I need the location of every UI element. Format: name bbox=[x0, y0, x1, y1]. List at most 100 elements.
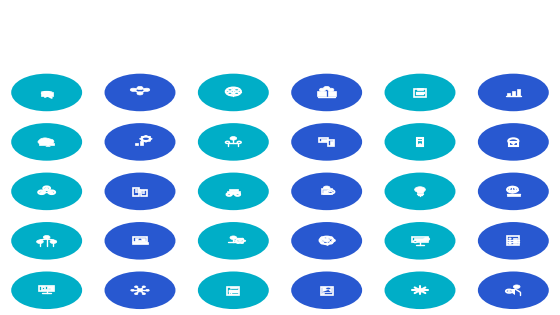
Circle shape bbox=[291, 123, 362, 161]
Bar bbox=[318, 91, 326, 95]
Circle shape bbox=[227, 89, 232, 91]
Circle shape bbox=[227, 92, 232, 95]
Circle shape bbox=[38, 140, 45, 144]
Circle shape bbox=[105, 173, 175, 210]
Polygon shape bbox=[323, 290, 331, 292]
Bar bbox=[507, 93, 510, 96]
Circle shape bbox=[198, 173, 269, 210]
Bar bbox=[227, 191, 240, 194]
Circle shape bbox=[137, 289, 143, 292]
Bar bbox=[321, 189, 332, 194]
Circle shape bbox=[105, 222, 175, 260]
Circle shape bbox=[236, 239, 244, 243]
Bar bbox=[417, 88, 423, 90]
Bar bbox=[514, 243, 517, 244]
Bar bbox=[142, 190, 144, 191]
Circle shape bbox=[44, 139, 54, 144]
Bar bbox=[507, 236, 519, 245]
Circle shape bbox=[324, 239, 330, 242]
Text: streamline operations: streamline operations bbox=[14, 42, 160, 55]
Circle shape bbox=[43, 236, 50, 239]
Circle shape bbox=[385, 74, 455, 111]
Circle shape bbox=[11, 222, 82, 260]
Circle shape bbox=[198, 123, 269, 161]
Bar bbox=[39, 286, 54, 291]
Circle shape bbox=[105, 272, 175, 309]
Bar bbox=[141, 190, 147, 196]
Bar bbox=[414, 238, 426, 241]
Circle shape bbox=[130, 88, 136, 91]
Circle shape bbox=[507, 187, 518, 192]
Polygon shape bbox=[138, 238, 142, 240]
Circle shape bbox=[226, 88, 241, 95]
Bar bbox=[41, 92, 53, 95]
Circle shape bbox=[137, 92, 143, 95]
Bar bbox=[328, 140, 334, 146]
Bar bbox=[138, 191, 141, 192]
Circle shape bbox=[134, 293, 138, 295]
Circle shape bbox=[237, 141, 241, 143]
Circle shape bbox=[150, 138, 152, 140]
Bar bbox=[230, 287, 237, 288]
Bar bbox=[140, 140, 143, 146]
Circle shape bbox=[234, 240, 237, 241]
Circle shape bbox=[48, 191, 55, 194]
Circle shape bbox=[146, 289, 149, 291]
Bar bbox=[321, 139, 326, 141]
Circle shape bbox=[478, 74, 549, 111]
Circle shape bbox=[130, 289, 134, 291]
Circle shape bbox=[414, 187, 426, 192]
Circle shape bbox=[234, 92, 239, 95]
Circle shape bbox=[11, 123, 82, 161]
Circle shape bbox=[198, 74, 269, 111]
Circle shape bbox=[38, 191, 45, 194]
Bar bbox=[43, 287, 44, 289]
Circle shape bbox=[508, 290, 511, 292]
Circle shape bbox=[385, 123, 455, 161]
Polygon shape bbox=[506, 289, 515, 295]
Circle shape bbox=[478, 123, 549, 161]
Circle shape bbox=[142, 293, 146, 295]
Circle shape bbox=[235, 193, 240, 196]
Circle shape bbox=[230, 236, 237, 239]
Circle shape bbox=[478, 173, 549, 210]
Circle shape bbox=[50, 192, 53, 193]
Bar bbox=[132, 242, 148, 244]
Circle shape bbox=[198, 222, 269, 260]
Circle shape bbox=[320, 237, 334, 244]
Circle shape bbox=[137, 86, 143, 89]
Circle shape bbox=[509, 243, 511, 244]
Circle shape bbox=[39, 138, 51, 144]
Bar bbox=[135, 189, 137, 191]
Circle shape bbox=[45, 187, 48, 189]
Circle shape bbox=[234, 89, 239, 91]
Circle shape bbox=[144, 135, 147, 137]
Circle shape bbox=[239, 240, 242, 242]
Circle shape bbox=[105, 123, 175, 161]
Circle shape bbox=[478, 272, 549, 309]
Circle shape bbox=[148, 136, 151, 138]
Circle shape bbox=[291, 173, 362, 210]
Circle shape bbox=[139, 138, 142, 140]
Circle shape bbox=[237, 242, 239, 243]
Circle shape bbox=[385, 222, 455, 260]
Bar bbox=[330, 141, 333, 146]
Circle shape bbox=[142, 286, 146, 288]
Circle shape bbox=[478, 222, 549, 260]
Circle shape bbox=[141, 136, 143, 138]
Circle shape bbox=[50, 240, 57, 243]
Circle shape bbox=[328, 88, 334, 91]
Circle shape bbox=[11, 173, 82, 210]
Circle shape bbox=[322, 293, 324, 295]
Circle shape bbox=[416, 288, 424, 292]
Circle shape bbox=[227, 193, 232, 196]
Bar bbox=[514, 238, 517, 239]
Circle shape bbox=[230, 137, 237, 140]
Bar bbox=[417, 191, 422, 193]
Bar bbox=[512, 91, 515, 96]
Circle shape bbox=[324, 86, 330, 89]
Bar bbox=[135, 191, 137, 192]
Circle shape bbox=[244, 240, 246, 241]
Circle shape bbox=[512, 142, 515, 144]
Circle shape bbox=[142, 137, 150, 141]
